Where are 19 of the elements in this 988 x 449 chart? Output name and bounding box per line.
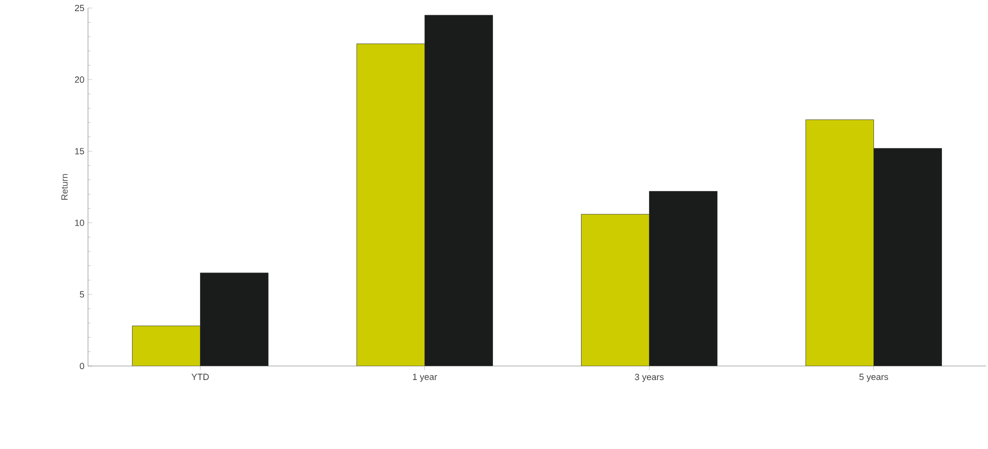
- y-tick-label: 0: [80, 362, 84, 370]
- bar: [649, 191, 718, 366]
- x-tick-label: 5 years: [859, 374, 888, 382]
- bar: [581, 214, 650, 366]
- bar: [132, 326, 200, 366]
- bar: [200, 272, 268, 366]
- x-tick-label: 1 year: [412, 374, 438, 382]
- bar: [424, 14, 493, 366]
- y-axis-title: Return: [61, 174, 68, 200]
- bar: [356, 44, 425, 366]
- x-tick-label: YTD: [191, 374, 209, 380]
- y-tick-label: 15: [75, 148, 84, 154]
- y-tick-label: 5: [80, 291, 84, 298]
- x-tick-label: 3 years: [634, 374, 664, 382]
- y-tick-label: 10: [75, 220, 84, 226]
- bar: [806, 119, 874, 366]
- bar: [874, 148, 942, 366]
- y-tick-label: 20: [74, 76, 84, 83]
- y-tick-label: 25: [74, 4, 84, 12]
